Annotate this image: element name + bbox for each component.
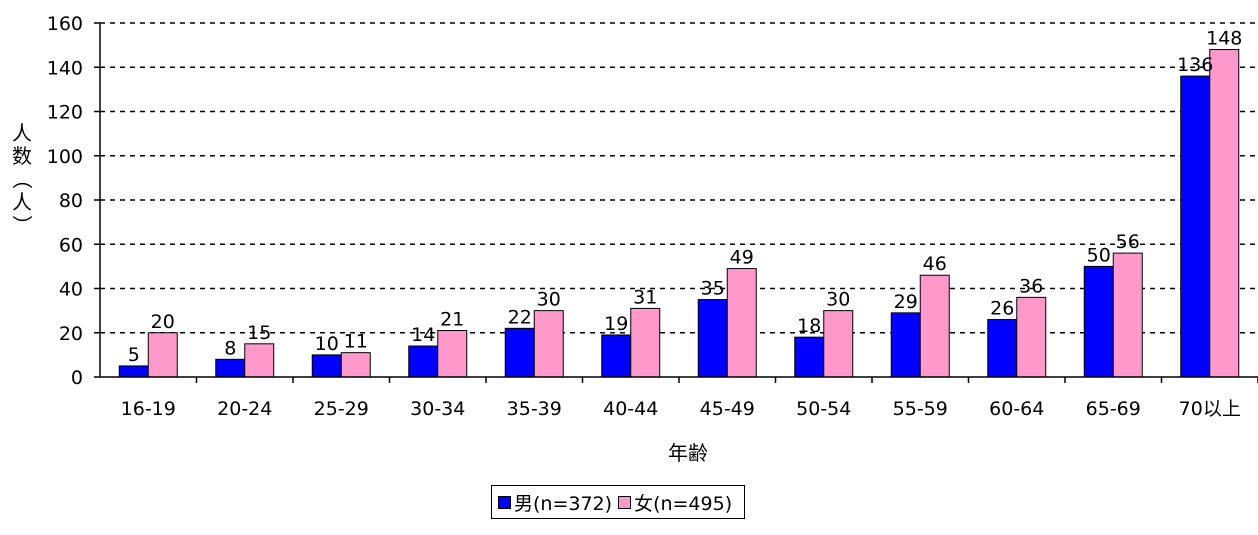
y-axis-label-char: ） — [10, 215, 34, 235]
data-label: 21 — [440, 309, 464, 331]
data-label: 56 — [1116, 231, 1140, 253]
data-label: 46 — [923, 253, 947, 275]
y-axis-label-char: 人 — [12, 190, 32, 214]
gridlines — [100, 22, 1258, 334]
bars — [118, 49, 1240, 378]
x-tick-label: 70以上 — [1179, 398, 1241, 420]
y-tick-label: 120 — [47, 102, 83, 124]
data-label: 35 — [701, 278, 725, 300]
data-label: 11 — [344, 331, 368, 353]
data-label: 15 — [247, 322, 271, 344]
legend: 男(n=372) 女(n=495) — [491, 485, 746, 519]
bar-female — [533, 310, 564, 378]
bar-female — [726, 268, 757, 378]
legend-swatch-female — [618, 495, 632, 509]
bar-chart: 0 20 40 60 80 100 120 140 160 16-19 20-24 25-29 30-… — [10, 13, 1258, 465]
x-tick-label: 45-49 — [700, 398, 755, 420]
bar-female — [1112, 252, 1143, 378]
x-tick-label: 50-54 — [796, 398, 851, 420]
legend-label-female: 女(n=495) — [634, 492, 733, 515]
data-label: 8 — [224, 337, 236, 359]
bar-male — [504, 327, 535, 378]
data-label: 50 — [1087, 244, 1111, 266]
y-axis-label-char: （ — [10, 169, 34, 189]
bar-female — [919, 274, 950, 378]
legend-item-female: 女(n=495) — [618, 489, 732, 516]
x-tick-label: 20-24 — [217, 398, 272, 420]
bar-female — [147, 332, 178, 378]
bar-female — [1209, 49, 1240, 378]
y-tick-label: 60 — [59, 234, 83, 256]
x-axis-label: 年齢 — [668, 441, 708, 465]
y-tick-label: 140 — [47, 57, 83, 79]
bar-male — [890, 312, 921, 378]
x-tick-label: 25-29 — [314, 398, 369, 420]
y-tick-label: 80 — [59, 190, 83, 212]
data-label: 18 — [797, 315, 821, 337]
data-label: 49 — [730, 247, 754, 269]
x-tick-label: 40-44 — [603, 398, 658, 420]
data-label: 19 — [604, 313, 628, 335]
x-tick-label: 16-19 — [121, 398, 176, 420]
bar-male — [408, 345, 439, 378]
bar-male — [794, 336, 825, 378]
bar-male — [311, 354, 342, 378]
y-axis-label-char: 人 — [12, 121, 32, 145]
data-label: 22 — [508, 306, 532, 328]
data-label: 148 — [1206, 28, 1242, 50]
legend-swatch-male — [498, 495, 511, 509]
bar-male — [987, 318, 1018, 378]
y-axis-ticks: 0 20 40 60 80 100 120 140 160 — [47, 13, 100, 389]
data-label: 136 — [1177, 54, 1213, 76]
x-tick-label: 35-39 — [507, 398, 562, 420]
y-tick-label: 40 — [59, 279, 83, 301]
y-axis-label: 人数（人） — [10, 121, 34, 235]
data-label: 29 — [894, 291, 918, 313]
y-axis-label-char: 数 — [12, 144, 32, 168]
bar-female — [823, 310, 854, 378]
legend-label-male: 男(n=372) — [514, 492, 613, 515]
y-tick-label: 160 — [47, 13, 83, 35]
data-label: 30 — [537, 289, 561, 311]
bar-female — [630, 307, 661, 378]
x-tick-label: 55-59 — [893, 398, 948, 420]
bar-male — [215, 358, 246, 378]
data-label: 20 — [151, 311, 175, 333]
bar-female — [244, 343, 275, 378]
data-label: 30 — [826, 289, 850, 311]
x-tick-label: 30-34 — [410, 398, 465, 420]
x-axis-ticks: 16-19 20-24 25-29 30-34 35-39 40-44 45-49 50-54… — [121, 377, 1258, 420]
bar-male — [1180, 75, 1211, 378]
data-label: 31 — [633, 286, 657, 308]
bar-male — [697, 299, 728, 378]
y-tick-label: 0 — [71, 367, 83, 389]
bar-male — [1083, 265, 1114, 378]
x-tick-label: 65-69 — [1086, 398, 1141, 420]
bar-female — [1016, 296, 1047, 378]
bar-male — [118, 365, 149, 378]
data-label: 26 — [990, 297, 1014, 319]
data-label: 5 — [128, 344, 140, 366]
bar-female — [437, 330, 468, 378]
data-label: 36 — [1019, 275, 1043, 297]
bar-female — [340, 352, 371, 378]
y-tick-label: 100 — [47, 146, 83, 168]
bar-male — [601, 334, 632, 378]
legend-item-male: 男(n=372) — [498, 489, 612, 516]
data-label: 10 — [315, 333, 339, 355]
y-tick-label: 20 — [59, 323, 83, 345]
x-tick-label: 60-64 — [989, 398, 1044, 420]
data-label: 14 — [411, 324, 435, 346]
